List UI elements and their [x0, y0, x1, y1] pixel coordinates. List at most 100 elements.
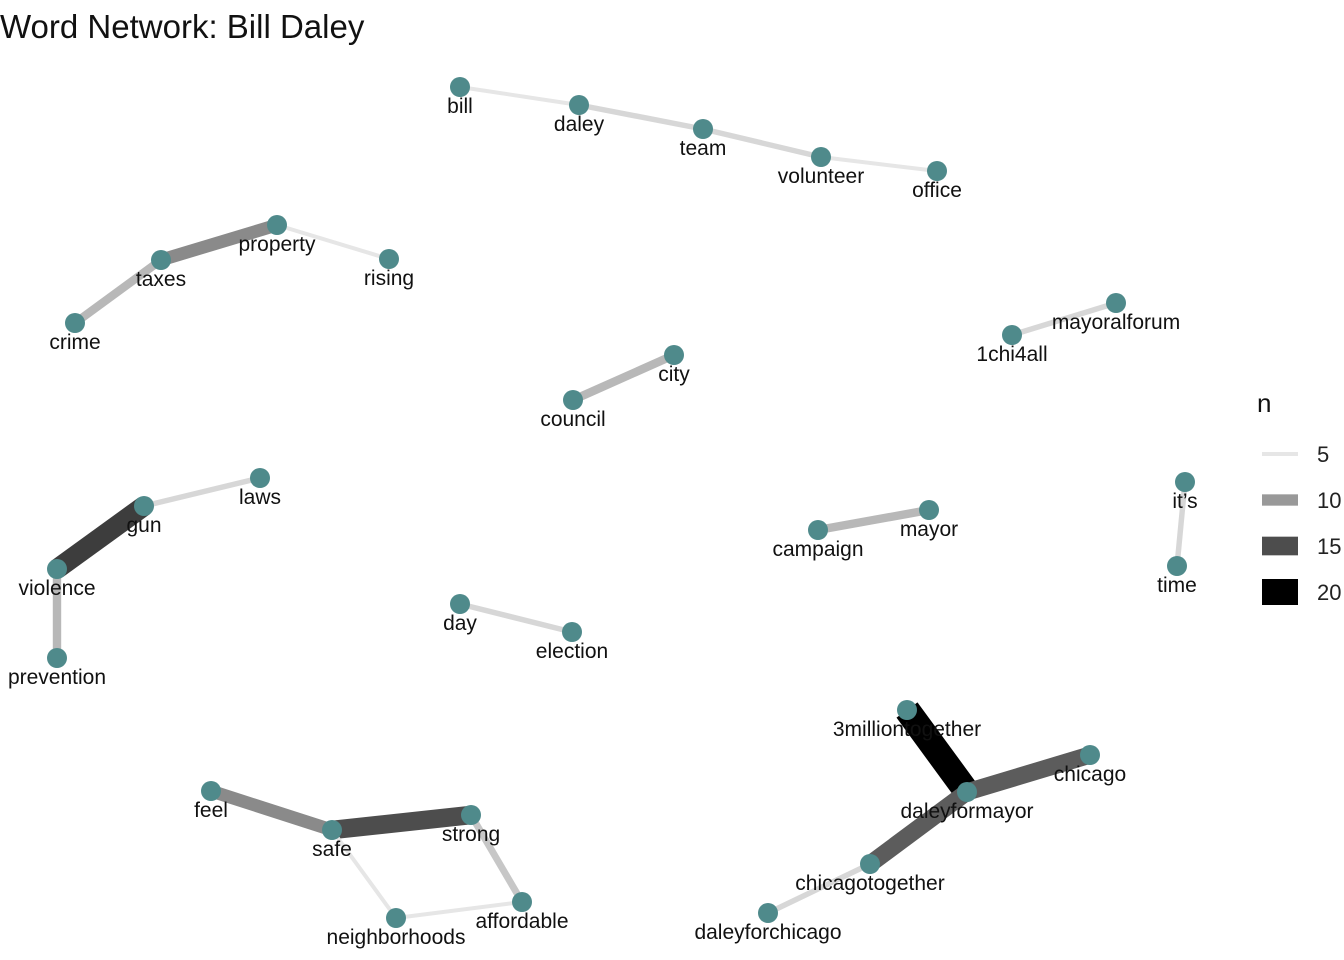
edge-volunteer-office: [820, 155, 938, 173]
edge-feel-safe: [209, 784, 334, 837]
node-label-rising: rising: [364, 267, 414, 290]
node-label-safe: safe: [312, 838, 352, 861]
node-label-mayor: mayor: [900, 518, 958, 541]
node-violence: [47, 559, 67, 579]
legend-label-20: 20: [1317, 580, 1341, 605]
node-label-1chi4all: 1chi4all: [976, 343, 1047, 366]
node-label-mayoralforum: mayoralforum: [1052, 311, 1180, 334]
edge-daleyformayor-chicagotogether: [864, 785, 973, 871]
legend-swatch-10: [1262, 494, 1298, 506]
node-label-neighborhoods: neighborhoods: [327, 926, 466, 949]
node-daleyformayor: [957, 782, 977, 802]
node-council: [563, 390, 583, 410]
node-label-team: team: [680, 137, 727, 160]
chart-title: Word Network: Bill Daley: [0, 8, 365, 45]
edge-bill-daley: [459, 85, 580, 107]
legend-label-5: 5: [1317, 442, 1329, 467]
node-affordable: [512, 892, 532, 912]
node-label-daley: daley: [554, 113, 605, 136]
node-safe: [322, 820, 342, 840]
node-label-3milliontogether: 3milliontogether: [833, 718, 981, 741]
edges-layer: [51, 85, 1188, 920]
node-label-volunteer: volunteer: [778, 165, 864, 188]
node-time: [1167, 556, 1187, 576]
node-office: [927, 161, 947, 181]
node-label-laws: laws: [239, 486, 281, 509]
edge-council-city: [571, 351, 676, 404]
node-gun: [134, 496, 154, 516]
edge-neighborhoods-affordable: [395, 900, 523, 920]
edge-chicagotogether-daleyforchicago: [766, 861, 872, 916]
node-label-feel: feel: [194, 799, 228, 822]
nodes-layer: [47, 77, 1195, 928]
node-campaign: [808, 520, 828, 540]
node-3milliontogether: [897, 700, 917, 720]
node-prevention: [47, 648, 67, 668]
legend: n 5 10 15 20: [1257, 388, 1341, 605]
node-daley: [569, 95, 589, 115]
node-daleyforchicago: [758, 903, 778, 923]
node-property: [267, 215, 287, 235]
node-rising: [379, 249, 399, 269]
legend-swatch-5: [1262, 452, 1298, 456]
node-label-property: property: [238, 233, 316, 256]
node-1chi4all: [1002, 325, 1022, 345]
labels-layer: bill daley team volunteer office property taxe…: [8, 95, 1198, 949]
node-label-campaign: campaign: [772, 538, 863, 561]
node-label-council: council: [540, 408, 605, 431]
legend-title: n: [1257, 388, 1271, 418]
node-label-strong: strong: [442, 823, 500, 846]
node-city: [664, 345, 684, 365]
node-label-office: office: [912, 179, 962, 202]
node-laws: [250, 468, 270, 488]
node-label-time: time: [1157, 574, 1197, 597]
node-team: [693, 119, 713, 139]
node-label-day: day: [443, 612, 477, 635]
node-label-bill: bill: [447, 95, 473, 118]
node-label-violence: violence: [18, 577, 95, 600]
node-taxes: [151, 250, 171, 270]
node-mayoralforum: [1106, 293, 1126, 313]
legend-label-10: 10: [1317, 488, 1341, 513]
node-label-chicagotogether: chicagotogether: [795, 872, 944, 895]
edge-safe-strong: [330, 805, 473, 840]
edge-it-s-time: [1174, 481, 1188, 567]
node-bill: [450, 77, 470, 97]
node-label-taxes: taxes: [136, 268, 186, 291]
node-chicago: [1080, 745, 1100, 765]
edge-daleyformayor-chicago: [964, 746, 1093, 801]
edge-taxes-property: [159, 218, 279, 267]
node-label-it-s: it’s: [1172, 490, 1197, 513]
node-label-chicago: chicago: [1054, 763, 1126, 786]
node-day: [450, 594, 470, 614]
node-label-affordable: affordable: [475, 910, 568, 933]
node-label-prevention: prevention: [8, 666, 106, 689]
edge-safe-neighborhoods: [330, 828, 398, 920]
node-label-daleyforchicago: daleyforchicago: [694, 921, 841, 944]
edge-campaign-mayor: [817, 505, 930, 535]
edge-strong-affordable: [468, 813, 525, 904]
node-chicagotogether: [860, 854, 880, 874]
edge-day-election: [459, 601, 573, 635]
edge-crime-taxes: [72, 256, 164, 327]
node-election: [562, 622, 582, 642]
node-label-crime: crime: [49, 331, 100, 354]
node-mayor: [919, 500, 939, 520]
node-neighborhoods: [386, 908, 406, 928]
node-strong: [461, 805, 481, 825]
legend-label-15: 15: [1317, 534, 1341, 559]
node-label-gun: gun: [126, 514, 161, 537]
node-label-election: election: [536, 640, 608, 663]
edge-3milliontogether-daleyformayor: [896, 702, 978, 800]
edge-team-volunteer: [702, 126, 822, 160]
node-label-daleyformayor: daleyformayor: [900, 800, 1033, 823]
node-label-city: city: [658, 363, 690, 386]
edge-gun-laws: [143, 475, 261, 509]
node-feel: [201, 781, 221, 801]
edge-daley-team: [578, 102, 704, 132]
edge-violence-gun: [51, 497, 150, 578]
node-volunteer: [811, 147, 831, 167]
node-it-s: [1175, 472, 1195, 492]
node-crime: [65, 313, 85, 333]
